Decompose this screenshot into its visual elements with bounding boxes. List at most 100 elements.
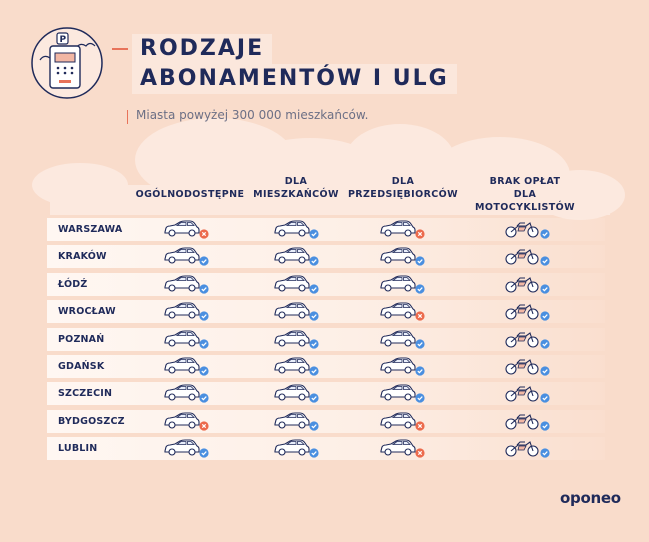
allowed-cell [504, 301, 552, 323]
car-icon [379, 329, 419, 349]
not-allowed-cell [379, 301, 427, 323]
car-icon [273, 301, 313, 321]
allowed-cell [273, 219, 321, 241]
car-icon [163, 274, 203, 294]
not-allowed-cell [163, 411, 211, 433]
allowed-cell [504, 329, 552, 351]
column-header-line: OGÓLNODOSTĘPNE [135, 189, 245, 200]
subtitle-accent-bar [127, 110, 128, 124]
column-header-przedsiebiorcow: DLA PRZEDSIĘBIORCÓW [343, 175, 463, 201]
allowed-cell [163, 383, 211, 405]
parking-meter-icon: P [30, 26, 104, 100]
page-title-line1: RODZAJE [132, 34, 273, 64]
page-subtitle: Miasta powyżej 300 000 mieszkańców. [136, 108, 369, 122]
car-icon [163, 411, 203, 431]
allowed-cell [504, 274, 552, 296]
allowed-cell [273, 246, 321, 268]
allowed-cell [273, 383, 321, 405]
check-icon [540, 311, 550, 321]
car-icon [379, 438, 419, 458]
motorcycle-icon [504, 219, 544, 239]
allowed-cell [504, 411, 552, 433]
allowed-cell [273, 356, 321, 378]
allowed-cell [379, 383, 427, 405]
cross-icon [415, 229, 425, 239]
car-icon [273, 438, 313, 458]
check-icon [309, 338, 319, 349]
table-row: GDAŃSK [47, 355, 605, 378]
city-name: WARSZAWA [58, 224, 123, 235]
check-icon [540, 366, 550, 376]
motorcycle-icon [504, 274, 544, 294]
city-name: BYDGOSZCZ [58, 415, 125, 427]
allowed-cell [504, 383, 552, 405]
car-icon [379, 411, 419, 431]
city-name: POZNAŃ [58, 333, 105, 345]
car-icon [163, 301, 203, 321]
car-icon [163, 246, 203, 266]
column-header-line: DLA [391, 176, 415, 187]
column-header-line: BRAK OPŁAT [489, 176, 561, 187]
allowed-cell [163, 356, 211, 378]
car-icon [273, 411, 313, 431]
check-icon [309, 229, 319, 239]
allowed-cell [163, 246, 211, 268]
table-row: POZNAŃ [47, 327, 605, 351]
city-name: ŁÓDŹ [58, 278, 88, 290]
motorcycle-icon [504, 329, 544, 349]
allowed-cell [163, 329, 211, 351]
check-icon [540, 421, 550, 431]
car-icon [163, 356, 203, 376]
check-icon [540, 229, 550, 239]
car-icon [379, 383, 419, 403]
car-icon [273, 219, 313, 239]
title-accent-dash [112, 48, 128, 50]
check-icon [415, 393, 425, 403]
allowed-cell [504, 438, 552, 460]
column-header-line: MIESZKAŃCÓW [253, 189, 339, 200]
check-icon [309, 366, 319, 376]
column-header-motocyklistow: BRAK OPŁAT DLA MOTOCYKLISTÓW [465, 175, 585, 214]
allowed-cell [273, 274, 321, 296]
check-icon [309, 256, 319, 266]
allowed-cell [163, 301, 211, 323]
motorcycle-icon [504, 356, 544, 376]
table-row: BYDGOSZCZ [47, 409, 605, 433]
car-icon [379, 274, 419, 294]
table-row: WARSZAWA [47, 218, 605, 241]
check-icon [199, 311, 209, 321]
column-header-ogolnodostepne: OGÓLNODOSTĘPNE [130, 188, 250, 201]
not-allowed-cell [379, 438, 427, 460]
column-header-line: PRZEDSIĘBIORCÓW [347, 189, 459, 200]
table-row: KRAKÓW [47, 245, 605, 269]
table-row: LUBLIN [47, 437, 605, 461]
cross-icon [415, 421, 425, 431]
allowed-cell [379, 356, 427, 378]
not-allowed-cell [379, 219, 427, 241]
check-icon [199, 256, 209, 266]
motorcycle-icon [504, 246, 544, 266]
car-icon [273, 274, 313, 294]
motorcycle-icon [504, 411, 544, 431]
allowed-cell [273, 438, 321, 460]
check-icon [415, 338, 425, 349]
car-icon [163, 438, 203, 458]
check-icon [199, 393, 209, 403]
motorcycle-icon [504, 438, 544, 458]
allowed-cell [504, 219, 552, 241]
column-header-mieszkancow: DLA MIESZKAŃCÓW [236, 175, 356, 201]
check-icon [309, 284, 319, 294]
page-title-line2: ABONAMENTÓW I ULG [132, 64, 457, 94]
car-icon [163, 219, 203, 239]
allowed-cell [379, 329, 427, 351]
city-name: SZCZECIN [58, 388, 113, 400]
cross-icon [199, 229, 209, 239]
check-icon [309, 421, 319, 431]
motorcycle-icon [504, 383, 544, 403]
column-header-line: DLA [284, 176, 308, 187]
motorcycle-icon [504, 301, 544, 321]
check-icon [540, 448, 550, 458]
check-icon [415, 256, 425, 266]
check-icon [309, 448, 319, 458]
car-icon [379, 356, 419, 376]
